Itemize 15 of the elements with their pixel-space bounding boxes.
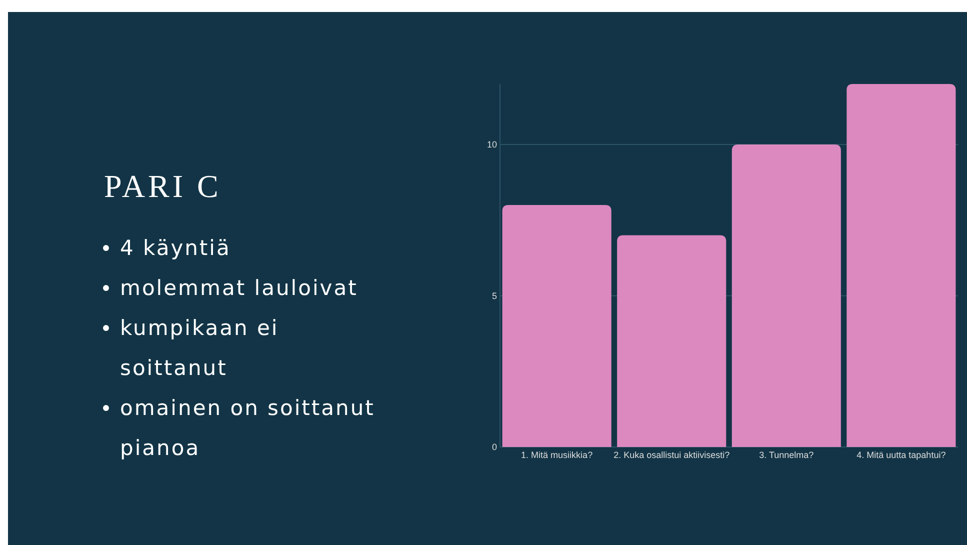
- bar: [502, 205, 612, 447]
- bar: [846, 84, 956, 447]
- bar: [732, 144, 841, 447]
- text: 4 käyntiä: [120, 236, 231, 260]
- y-tick-label: 0: [492, 442, 497, 452]
- text: PARI C: [104, 168, 222, 204]
- y-tick-label: 10: [486, 140, 497, 150]
- y-tick-label: 5: [492, 290, 497, 301]
- text: omainen on soittanut pianoa: [120, 396, 375, 460]
- text: molemmat lauloivat: [120, 276, 358, 300]
- x-tick-label: 2. Kuka osallistui aktiivisesti?: [614, 450, 730, 460]
- x-tick-label: 3. Tunnelma?: [759, 450, 814, 460]
- x-tick-label: 1. Mitä musiikkia?: [521, 450, 593, 460]
- x-tick-label: 4. Mitä uutta tapahtui?: [856, 450, 946, 460]
- bar: [617, 235, 726, 447]
